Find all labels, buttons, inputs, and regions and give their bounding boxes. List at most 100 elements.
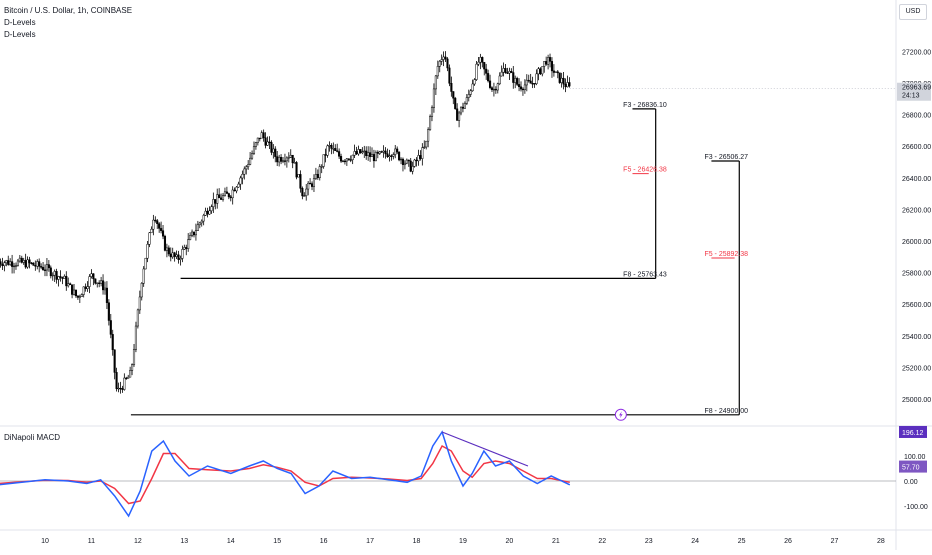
candle-body bbox=[469, 90, 472, 95]
currency-selector[interactable]: USD bbox=[899, 4, 927, 20]
candle-body bbox=[367, 152, 370, 156]
candle-body bbox=[518, 84, 521, 88]
candle-body bbox=[163, 235, 167, 251]
time-tick-label: 27 bbox=[831, 538, 839, 545]
candle-body bbox=[84, 286, 87, 289]
candle-body bbox=[80, 294, 83, 298]
candle-body bbox=[560, 77, 563, 83]
candle-body bbox=[357, 149, 360, 155]
symbol-title[interactable]: Bitcoin / U.S. Dollar, 1h, COINBASE bbox=[4, 6, 133, 15]
candle-body bbox=[403, 162, 406, 165]
candle-body bbox=[38, 261, 41, 267]
candle-body bbox=[231, 189, 234, 199]
candle-body bbox=[140, 283, 143, 298]
candle-body bbox=[512, 72, 515, 83]
time-tick-label: 11 bbox=[88, 538, 95, 545]
bar-countdown-label: 24:13 bbox=[902, 93, 920, 100]
candle-body bbox=[378, 151, 381, 154]
candle-body bbox=[461, 106, 465, 109]
candle-body bbox=[322, 154, 325, 167]
candle-body bbox=[334, 148, 337, 152]
candle-body bbox=[14, 265, 18, 267]
macd-badge-bottom bbox=[899, 460, 927, 473]
macd-tick-label: 100.00 bbox=[904, 454, 926, 461]
candle-body bbox=[415, 159, 418, 162]
candle-body bbox=[541, 66, 544, 75]
candle-body bbox=[494, 88, 497, 91]
candle-body bbox=[192, 231, 196, 236]
candle-body bbox=[291, 154, 294, 164]
candle-body bbox=[380, 151, 383, 153]
candle-body bbox=[30, 262, 33, 264]
candle-body bbox=[374, 152, 377, 162]
candle-body bbox=[475, 63, 478, 80]
candle-body bbox=[191, 231, 194, 236]
candle-body bbox=[283, 160, 286, 162]
candle-body bbox=[436, 66, 439, 77]
candle-body bbox=[94, 278, 97, 284]
candle-body bbox=[92, 273, 95, 280]
last-price-badge[interactable] bbox=[897, 82, 931, 101]
candle-body bbox=[481, 57, 484, 63]
candle-body bbox=[519, 86, 523, 90]
candle-body bbox=[239, 177, 242, 185]
candle-body bbox=[233, 189, 236, 192]
candle-body bbox=[388, 155, 391, 158]
candle-body bbox=[7, 260, 10, 265]
candle-body bbox=[338, 151, 341, 157]
candle-body bbox=[510, 71, 513, 73]
macd-divergence-trendline[interactable] bbox=[441, 431, 529, 467]
candle-body bbox=[67, 283, 70, 287]
time-tick-label: 17 bbox=[366, 538, 374, 545]
time-tick-label: 13 bbox=[180, 538, 188, 545]
price-tick-label: 26600.00 bbox=[902, 144, 931, 151]
candle-body bbox=[490, 87, 494, 90]
candle-body bbox=[363, 150, 366, 153]
candle-body bbox=[42, 267, 45, 271]
candle-body bbox=[260, 132, 263, 139]
level-a-f5-label: F5 - 26426.38 bbox=[623, 167, 667, 174]
candle-body bbox=[500, 71, 503, 77]
candle-body bbox=[463, 103, 466, 109]
macd-pane-title[interactable]: DiNapoli MACD bbox=[4, 433, 61, 442]
candle-body bbox=[483, 62, 486, 70]
candle-body bbox=[24, 260, 27, 268]
candle-body bbox=[117, 387, 120, 390]
candle-body bbox=[396, 148, 399, 153]
candle-body bbox=[535, 73, 538, 84]
candle-body bbox=[34, 265, 37, 267]
macd-badge-top-label: 196.12 bbox=[902, 430, 924, 437]
candle-body bbox=[399, 158, 403, 161]
time-tick-label: 21 bbox=[552, 538, 560, 545]
candle-body bbox=[372, 154, 375, 162]
level-b-f8-label: F8 - 24900.00 bbox=[704, 408, 748, 415]
candle-body bbox=[134, 325, 137, 350]
lightning-icon[interactable] bbox=[614, 408, 627, 421]
candle-body bbox=[514, 78, 517, 83]
candle-body bbox=[125, 377, 128, 380]
candle-body bbox=[266, 141, 269, 146]
candle-body bbox=[16, 260, 19, 266]
candle-body bbox=[210, 206, 213, 212]
candle-body bbox=[442, 56, 445, 60]
candle-body bbox=[446, 58, 449, 69]
candle-body bbox=[96, 282, 99, 284]
candle-body bbox=[394, 148, 397, 155]
candle-body bbox=[181, 249, 184, 259]
candle-body bbox=[57, 276, 60, 280]
candle-body bbox=[390, 155, 393, 157]
indicator-label-2[interactable]: D-Levels bbox=[4, 30, 36, 39]
candle-body bbox=[127, 376, 130, 379]
indicator-label-1[interactable]: D-Levels bbox=[4, 18, 36, 27]
candle-body bbox=[326, 145, 329, 156]
candle-body bbox=[369, 152, 372, 157]
candle-body bbox=[479, 57, 482, 63]
candle-body bbox=[250, 153, 254, 159]
candle-body bbox=[268, 141, 271, 143]
price-tick-label: 25800.00 bbox=[902, 271, 931, 278]
candle-body bbox=[430, 107, 434, 117]
candle-body bbox=[161, 230, 165, 237]
candle-body bbox=[568, 82, 571, 87]
